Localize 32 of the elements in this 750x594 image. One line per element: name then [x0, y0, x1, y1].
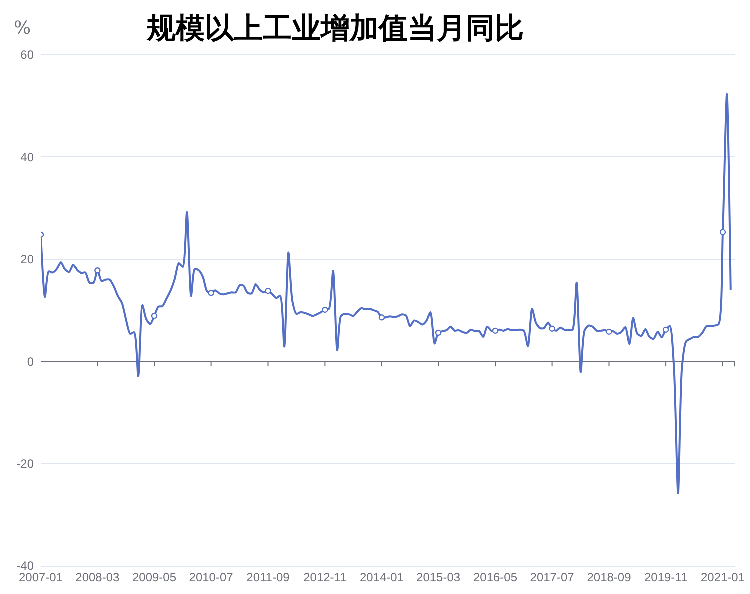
y-tick-label: 0: [27, 354, 34, 369]
x-tick-label: 2008-03: [76, 570, 120, 584]
y-tick-label: 40: [20, 150, 34, 164]
point: [549, 326, 556, 332]
point: [435, 330, 442, 336]
x-tick-label: 2016-05: [473, 570, 518, 584]
point: [606, 328, 612, 336]
y-tick-label: -20: [16, 457, 34, 471]
x-tick-label: 2011-09: [246, 570, 290, 584]
x-tick-label: 2015-03: [416, 570, 461, 584]
point: [265, 288, 272, 294]
point: [492, 328, 499, 334]
point: [322, 306, 328, 314]
x-tick-label: 2018-09: [587, 570, 632, 584]
y-axis-title: %: [14, 18, 32, 39]
point: [94, 268, 101, 274]
x-tick-label: 2010-07: [189, 570, 234, 584]
x-tick-label: 2009-05: [132, 570, 177, 584]
chart-title: 规模以上工业增加值当月同比: [146, 11, 524, 46]
x-tick-label: 2012-11: [304, 570, 348, 584]
y-tick-label: 60: [20, 48, 34, 62]
y-tick-label: 20: [20, 252, 34, 267]
point: [720, 229, 726, 236]
x-tick-label: 2019-11: [644, 570, 688, 584]
line-series: [41, 93, 732, 494]
point: [151, 313, 158, 320]
point: [208, 290, 214, 296]
point: [378, 314, 386, 321]
x-tick-label: 2014-01: [360, 570, 404, 584]
x-tick-label: 2017-07: [530, 570, 575, 584]
x-tick-label: 2021-01: [700, 570, 746, 584]
point: [662, 326, 670, 334]
